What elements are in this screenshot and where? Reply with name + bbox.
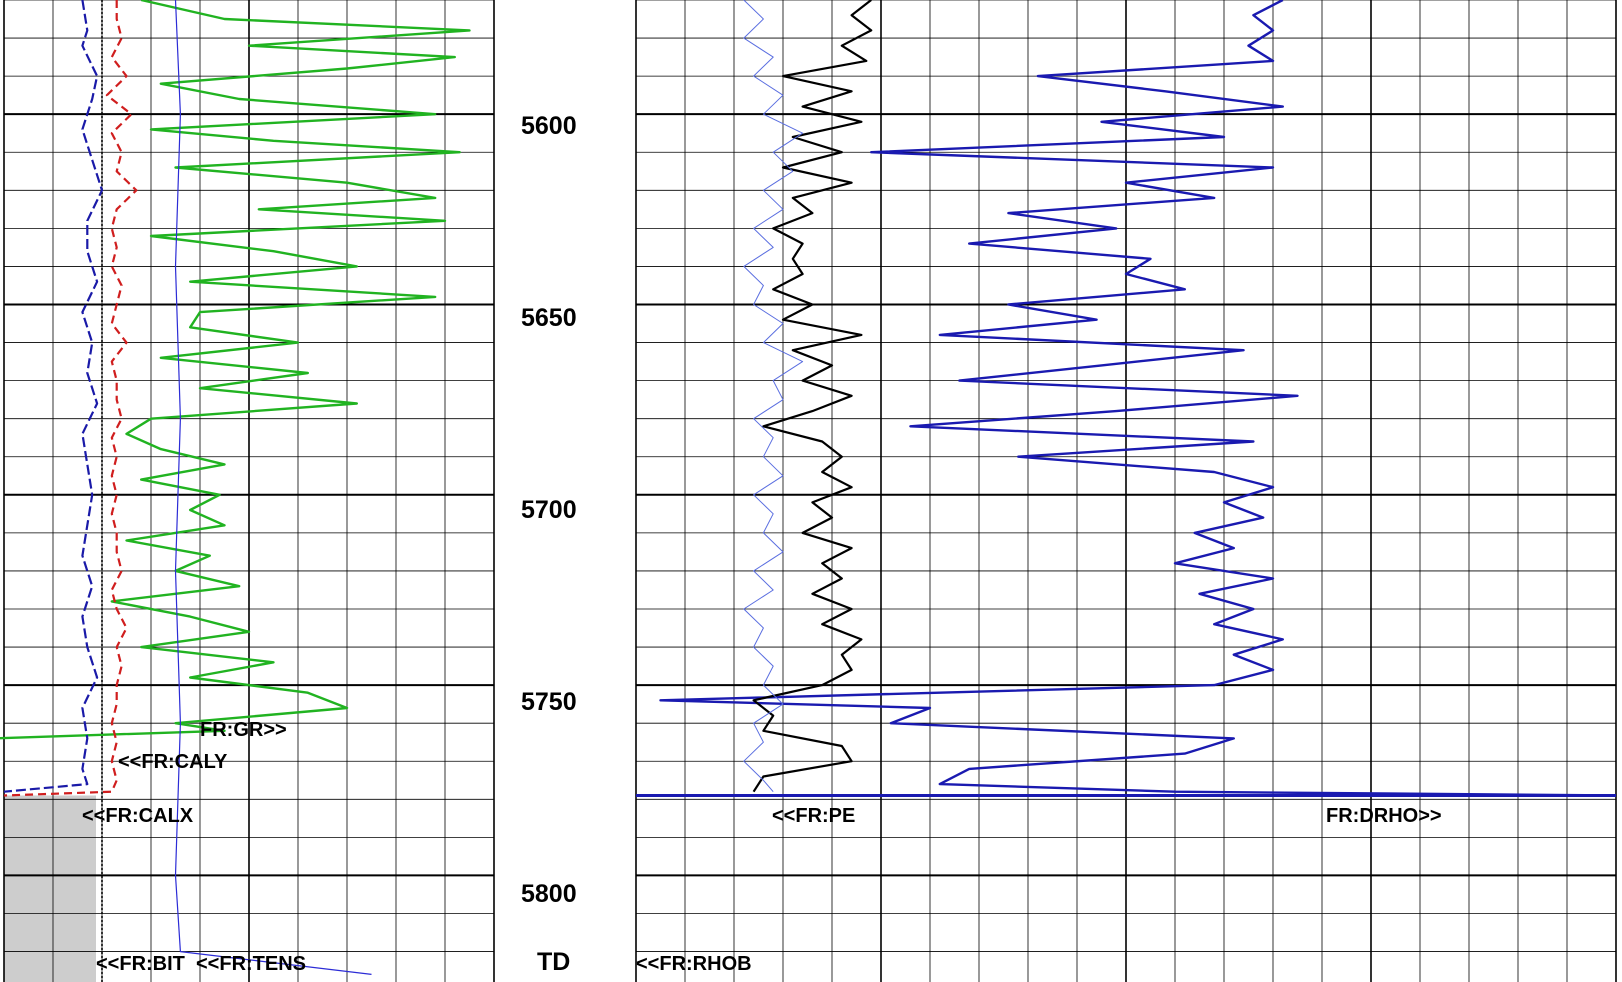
caly-curve [3,0,138,797]
tens-curve-label: <<FR:TENS [196,953,306,975]
calx-curve [3,0,104,793]
pe-curve-label: <<FR:PE [772,805,855,827]
pe-curve [752,0,873,793]
calx-curve-label: <<FR:CALX [82,805,194,827]
depth-tick-label-5750: 5750 [521,688,577,716]
drho-curve-label: FR:DRHO>> [1326,805,1442,827]
depth-tick-label-5800: 5800 [521,880,577,908]
bit-curve-label: <<FR:BIT [96,953,185,975]
depth-tick-label-5700: 5700 [521,496,577,524]
gr-curve-label: FR:GR>> [200,719,287,741]
tens-curve [174,0,372,975]
label-layer: FR:GR>> <<FR:CALY <<FR:CALX <<FR:BIT <<F… [82,112,1442,976]
drho-curve [743,0,804,793]
caly-curve-label: <<FR:CALY [118,751,228,773]
depth-tick-label-5600: 5600 [521,112,577,140]
caliper-fill-layer [4,795,96,982]
gr-curve [0,0,471,740]
depth-terminal-label: TD [537,948,570,976]
rhob-curve-label: <<FR:RHOB [636,953,752,975]
caliper-washout-fill [4,795,96,982]
depth-tick-label-5650: 5650 [521,304,577,332]
rhob-curve [659,0,1617,797]
grid-layer [3,0,1617,982]
